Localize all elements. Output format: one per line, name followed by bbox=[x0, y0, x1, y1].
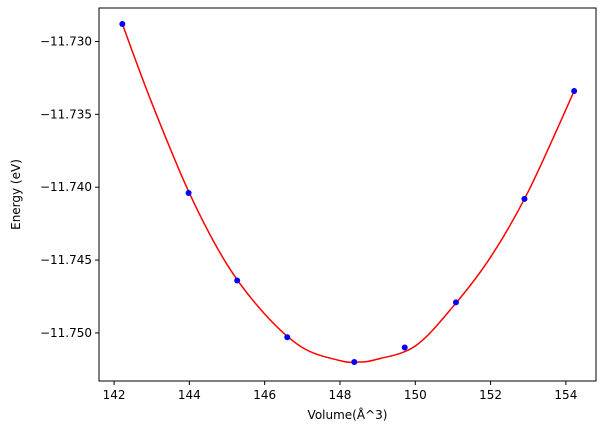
y-tick-label: −11.740 bbox=[40, 180, 92, 194]
data-point bbox=[284, 334, 291, 341]
y-axis-ticks: −11.730 −11.735 −11.740 −11.745 −11.750 bbox=[40, 35, 99, 340]
data-point bbox=[571, 88, 578, 95]
data-point bbox=[351, 359, 358, 366]
x-axis-ticks: 142 144 146 148 150 152 154 bbox=[103, 381, 577, 402]
data-point bbox=[119, 21, 126, 28]
plot-frame bbox=[98, 7, 597, 382]
data-point bbox=[401, 344, 408, 351]
y-tick-label: −11.750 bbox=[40, 326, 92, 340]
x-tick-label: 152 bbox=[479, 388, 502, 402]
y-tick-label: −11.735 bbox=[40, 107, 92, 121]
data-points-layer bbox=[119, 21, 578, 366]
data-point bbox=[521, 195, 528, 202]
y-tick-label: −11.730 bbox=[40, 35, 92, 49]
x-tick-label: 146 bbox=[253, 388, 276, 402]
x-tick-label: 150 bbox=[404, 388, 427, 402]
x-tick-label: 142 bbox=[103, 388, 126, 402]
data-point bbox=[185, 190, 192, 197]
x-tick-label: 154 bbox=[554, 388, 577, 402]
y-axis-label: Energy (eV) bbox=[9, 159, 23, 230]
x-tick-label: 148 bbox=[329, 388, 352, 402]
data-point bbox=[234, 277, 241, 284]
x-axis-label: Volume(Å^3) bbox=[308, 407, 388, 422]
y-tick-label: −11.745 bbox=[40, 253, 92, 267]
x-tick-label: 144 bbox=[178, 388, 201, 402]
data-point bbox=[452, 299, 459, 306]
